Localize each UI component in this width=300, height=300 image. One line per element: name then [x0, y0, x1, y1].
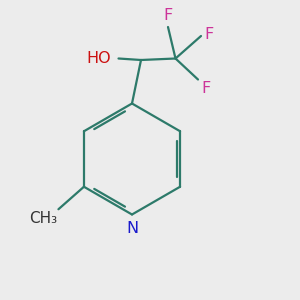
- Text: CH₃: CH₃: [29, 211, 57, 226]
- Text: F: F: [205, 27, 214, 42]
- Text: F: F: [202, 81, 211, 96]
- Text: F: F: [164, 8, 172, 23]
- Text: HO: HO: [86, 51, 111, 66]
- Text: N: N: [126, 221, 138, 236]
